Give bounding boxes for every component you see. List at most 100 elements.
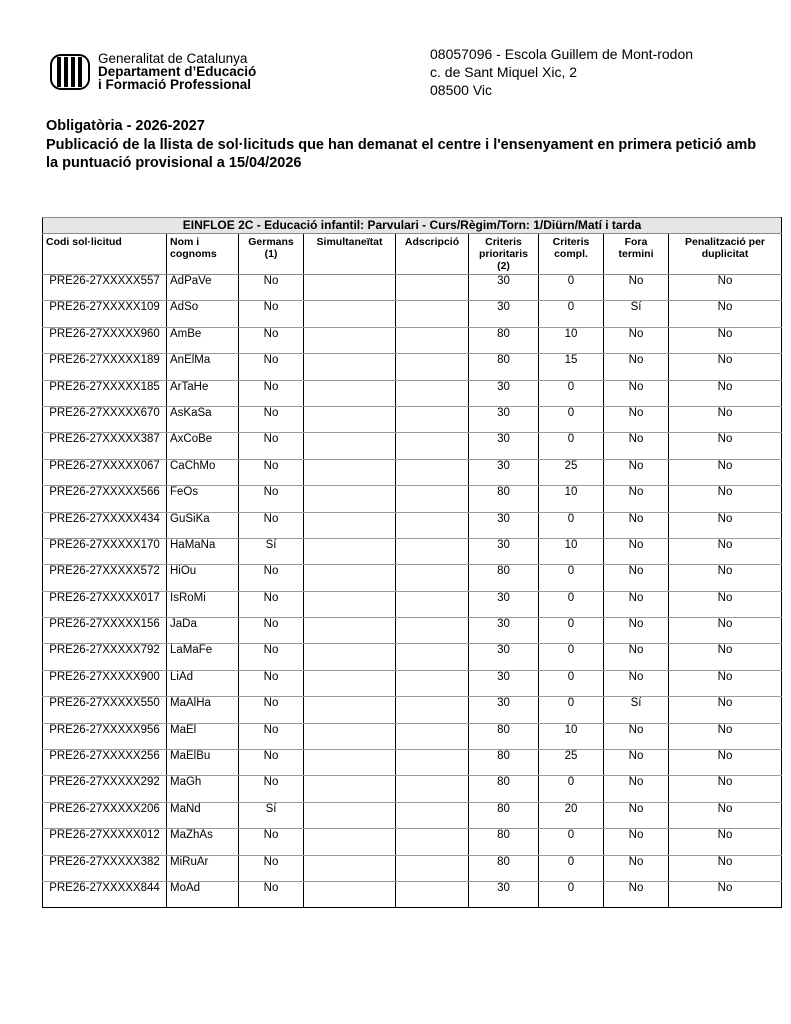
table-cell [395,564,469,592]
table-cell: 0 [538,380,604,407]
table-cell: No [667,696,783,724]
table-cell: 30 [468,274,539,302]
table-cell: No [238,380,304,407]
department-name-2: i Formació Professional [98,77,252,92]
table-cell: HaMaNa [166,538,239,566]
table-cell: No [667,564,783,592]
org-name: Generalitat de Catalunya [98,51,248,66]
table-cell: 80 [468,775,539,803]
table-cell [303,802,396,830]
table-cell: 80 [468,485,539,513]
table-cell: 0 [538,274,604,302]
table-cell: PRE26-27XXXXX156 [42,617,167,645]
table-cell [303,617,396,645]
table-cell: No [603,380,669,407]
table-row: PRE26-27XXXXX156 JaDa No 30 0 No No [42,617,783,645]
table-cell: No [603,643,669,671]
table-cell: PRE26-27XXXXX256 [42,749,167,777]
table-cell: No [238,512,304,539]
table-cell: No [603,538,669,566]
table-cell: No [238,406,304,434]
table-row: PRE26-27XXXXX382 MiRuAr No 80 0 No No [42,855,783,882]
table-cell: No [238,749,304,777]
document-title: Obligatòria - 2026-2027 Publicació de la… [46,117,766,173]
table-cell: 30 [468,670,539,698]
table-cell: 30 [468,591,539,619]
table-cell [395,696,469,724]
table-cell: MoAd [166,881,239,909]
table-cell: 10 [538,485,604,513]
table-cell: PRE26-27XXXXX844 [42,881,167,909]
table-cell [395,749,469,777]
table-cell [303,564,396,592]
table-cell: 0 [538,881,604,909]
table-cell: 0 [538,828,604,856]
table-cell: 80 [468,327,539,355]
table-cell: 80 [468,802,539,830]
table-cell [303,591,396,619]
table-cell [395,353,469,381]
table-cell [303,485,396,513]
table-row: PRE26-27XXXXX550 MaAlHa No 30 0 Sí No [42,696,783,724]
table-cell: No [603,855,669,882]
table-cell: 80 [468,353,539,381]
school-city: 08500 Vic [430,82,493,98]
table-cell: MiRuAr [166,855,239,882]
table-cell: No [238,459,304,487]
table-cell: No [603,828,669,856]
table-cell [395,802,469,830]
table-cell [303,459,396,487]
table-cell: PRE26-27XXXXX956 [42,723,167,751]
table-cell: No [603,775,669,803]
table-cell: JaDa [166,617,239,645]
table-cell: PRE26-27XXXXX189 [42,353,167,381]
table-row: PRE26-27XXXXX792 LaMaFe No 30 0 No No [42,643,783,671]
table-cell [303,406,396,434]
table-cell: 0 [538,643,604,671]
table-cell: GuSiKa [166,512,239,539]
table-cell: No [238,723,304,751]
table-row: PRE26-27XXXXX572 HiOu No 80 0 No No [42,564,783,592]
title-year: Obligatòria - 2026-2027 [46,118,205,134]
table-cell [303,353,396,381]
school-name: 08057096 - Escola Guillem de Mont-rodon [430,46,694,62]
table-cell [395,380,469,407]
table-row: PRE26-27XXXXX900 LiAd No 30 0 No No [42,670,783,698]
table-cell [395,512,469,539]
table-cell: No [238,274,304,302]
table-cell: 80 [468,828,539,856]
table-cell: 30 [468,380,539,407]
table-cell: 0 [538,855,604,882]
table-row: PRE26-27XXXXX844 MoAd No 30 0 No No [42,881,783,909]
table-cell: AdSo [166,300,239,328]
generalitat-logo: Generalitat de Catalunya Departament d’E… [50,52,256,91]
table-cell: 30 [468,300,539,328]
column-header: Fora termini [603,233,669,275]
table-cell: No [603,274,669,302]
table-cell: No [238,696,304,724]
table-cell [303,749,396,777]
table-cell: No [238,617,304,645]
table-cell: No [667,723,783,751]
table-cell: PRE26-27XXXXX792 [42,643,167,671]
table-cell: 30 [468,459,539,487]
table-cell: 10 [538,723,604,751]
table-cell: AxCoBe [166,432,239,460]
table-cell: 80 [468,855,539,882]
table-cell: No [238,432,304,460]
table-cell: No [603,512,669,539]
table-cell: No [667,300,783,328]
table-cell: 0 [538,591,604,619]
table-cell: No [667,459,783,487]
table-cell: No [667,353,783,381]
table-cell: No [238,353,304,381]
table-cell: No [667,828,783,856]
table-cell: 0 [538,300,604,328]
table-cell [395,406,469,434]
table-cell: No [238,564,304,592]
table-caption: EINFLOE 2C - Educació infantil: Parvular… [41,217,783,234]
column-header: Penalització per duplicitat [667,233,783,275]
table-cell: PRE26-27XXXXX572 [42,564,167,592]
table-cell: MaGh [166,775,239,803]
table-cell: 0 [538,617,604,645]
